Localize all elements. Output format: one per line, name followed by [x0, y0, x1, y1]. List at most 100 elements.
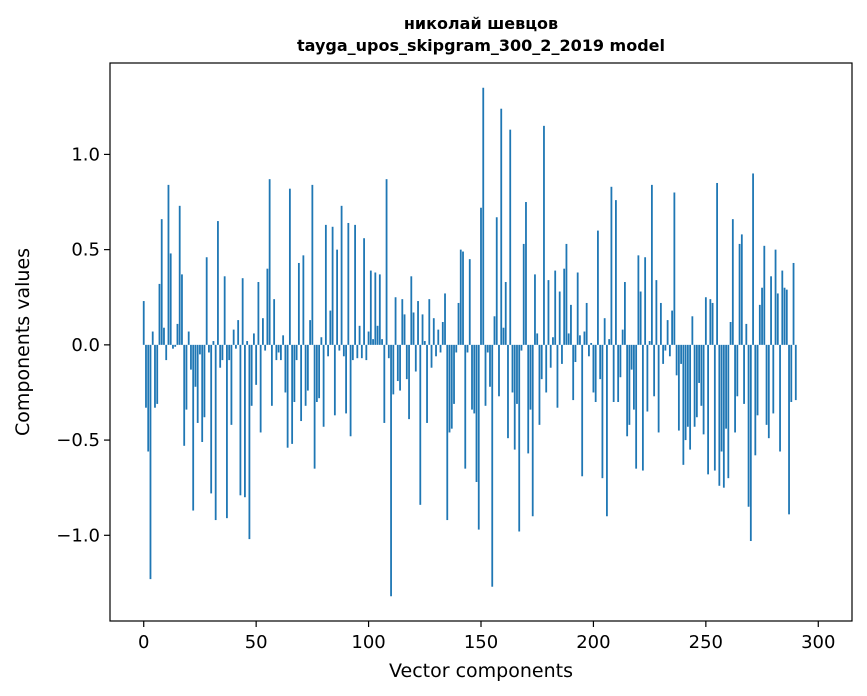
bar-184 — [556, 344, 559, 408]
bar-189 — [567, 333, 570, 345]
bar-55 — [266, 268, 269, 345]
bar-248 — [700, 344, 703, 406]
bar-85 — [333, 344, 336, 416]
bar-148 — [475, 344, 478, 482]
bar-210 — [615, 200, 617, 345]
bar-152 — [484, 344, 487, 406]
bar-139 — [455, 344, 458, 353]
bar-225 — [648, 341, 651, 345]
bar-156 — [493, 316, 496, 345]
bar-112 — [394, 297, 397, 345]
y-tick-label: −1.0 — [56, 525, 100, 546]
bar-41 — [235, 344, 237, 349]
bar-179 — [545, 344, 548, 393]
bar-187 — [563, 268, 566, 345]
bar-36 — [223, 276, 226, 345]
plot-area-frame — [109, 62, 853, 622]
bar-22 — [192, 344, 195, 511]
bar-128 — [430, 344, 433, 368]
bar-209 — [612, 344, 615, 402]
bar-275 — [761, 287, 763, 345]
bar-70 — [300, 344, 303, 422]
bar-212 — [619, 344, 622, 378]
x-tick-label: 300 — [801, 632, 835, 653]
bar-33 — [217, 221, 219, 345]
bar-251 — [707, 344, 709, 475]
bar-277 — [765, 344, 768, 425]
bar-227 — [653, 344, 656, 397]
bar-199 — [590, 342, 593, 345]
bar-188 — [565, 243, 568, 345]
bar-172 — [529, 344, 532, 410]
bar-259 — [725, 344, 727, 429]
bar-32 — [214, 344, 217, 521]
bar-130 — [435, 344, 437, 357]
y-axis-label: Components values — [12, 248, 34, 436]
bar-5 — [154, 344, 156, 408]
bar-133 — [441, 322, 444, 345]
bar-280 — [772, 344, 775, 414]
bar-250 — [704, 297, 707, 345]
bar-58 — [273, 299, 276, 345]
bar-87 — [338, 344, 341, 351]
y-tick-label: 0.0 — [71, 335, 100, 356]
bar-177 — [540, 344, 543, 380]
bar-62 — [282, 335, 285, 345]
bar-194 — [579, 335, 581, 345]
bar-211 — [617, 344, 620, 402]
bar-29 — [208, 344, 210, 353]
bar-220 — [637, 255, 640, 345]
bar-146 — [471, 344, 473, 410]
bar-198 — [588, 344, 590, 357]
bar-281 — [774, 249, 777, 345]
bar-166 — [516, 344, 518, 404]
bar-143 — [464, 344, 467, 469]
bar-122 — [417, 301, 419, 345]
bar-99 — [365, 344, 368, 361]
bar-54 — [264, 344, 267, 351]
bar-271 — [752, 173, 754, 345]
bar-83 — [329, 310, 332, 345]
bar-240 — [682, 344, 685, 465]
bar-16 — [178, 205, 181, 345]
x-tick-label: 50 — [245, 632, 268, 653]
bar-203 — [599, 344, 602, 380]
bar-224 — [646, 344, 649, 412]
bar-47 — [248, 344, 251, 540]
bar-215 — [626, 344, 629, 437]
bar-272 — [754, 344, 757, 456]
bar-69 — [297, 262, 300, 345]
bar-28 — [205, 257, 208, 345]
bar-245 — [693, 344, 696, 427]
bar-73 — [306, 344, 309, 391]
bar-111 — [392, 344, 395, 395]
y-axis-ticks: −1.0 −0.5 0.0 0.5 1.0 — [56, 144, 110, 546]
bar-92 — [349, 344, 352, 437]
bar-98 — [363, 238, 365, 345]
bar-265 — [738, 243, 741, 345]
bar-169 — [522, 243, 525, 345]
bar-145 — [468, 259, 471, 345]
bar-163 — [509, 129, 512, 345]
x-tick-label: 200 — [576, 632, 610, 653]
bar-208 — [610, 186, 613, 345]
bar-160 — [502, 327, 505, 345]
bar-40 — [232, 329, 235, 345]
bar-226 — [650, 184, 653, 345]
bar-126 — [426, 344, 428, 423]
bar-242 — [686, 344, 689, 427]
bar-84 — [331, 226, 334, 345]
bar-157 — [495, 217, 498, 345]
bar-24 — [196, 344, 199, 423]
bar-102 — [372, 339, 374, 345]
bar-239 — [680, 344, 683, 364]
bar-57 — [270, 344, 273, 406]
bar-150 — [480, 207, 482, 345]
bar-233 — [666, 320, 669, 345]
bar-60 — [277, 344, 280, 353]
bar-185 — [558, 291, 561, 345]
bar-45 — [244, 344, 246, 498]
bar-43 — [239, 344, 242, 496]
bar-221 — [639, 291, 642, 345]
